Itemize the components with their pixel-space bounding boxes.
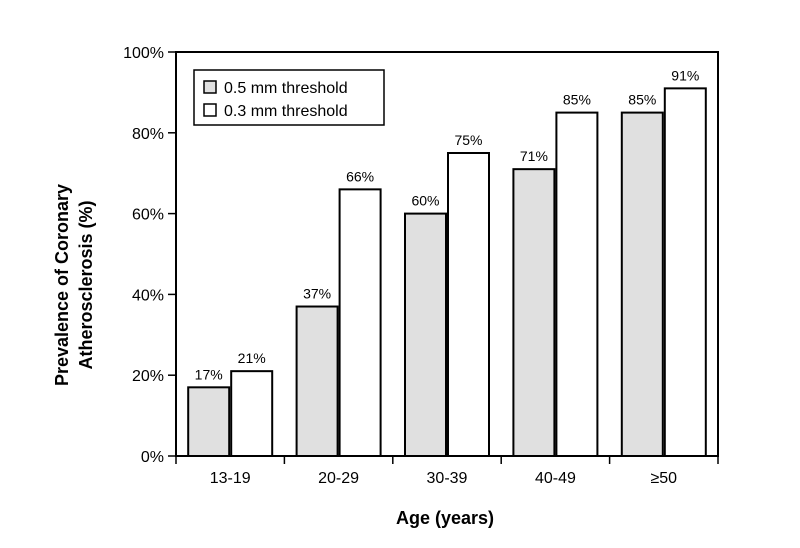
bar-value-label: 85% (563, 92, 591, 108)
bar-value-label: 75% (454, 132, 482, 148)
legend-label-0.3mm: 0.3 mm threshold (224, 103, 348, 120)
y-tick-label: 20% (132, 368, 164, 385)
bar-0.3mm (230, 370, 274, 457)
bar-0.3mm (447, 152, 490, 457)
legend-label-0.5mm: 0.5 mm threshold (224, 80, 348, 97)
x-tick-label: 20-29 (318, 470, 359, 487)
y-axis-title-line-1: Prevalence of Coronary (52, 184, 72, 386)
x-tick-label: 13-19 (210, 470, 251, 487)
bar-0.3mm (338, 188, 382, 458)
bar-0.5mm (187, 386, 231, 458)
y-axis-title-line-2: Atherosclerosis (%) (76, 200, 96, 369)
bar-value-label: 37% (303, 286, 331, 302)
y-tick-label: 60% (132, 207, 164, 224)
plot-frame (175, 51, 719, 457)
bar-value-label: 60% (411, 193, 439, 209)
bar-0.5mm (512, 168, 556, 457)
y-tick-label: 100% (123, 45, 164, 62)
bar-value-label: 17% (195, 366, 223, 382)
bar-0.3mm (663, 87, 707, 458)
y-tick-label: 80% (132, 126, 164, 143)
bar-value-label: 66% (346, 168, 374, 184)
bar-value-label: 91% (671, 67, 699, 83)
bar-value-label: 21% (238, 350, 266, 366)
legend-swatch-0.5mm (203, 80, 217, 94)
y-tick-label: 40% (132, 287, 164, 304)
x-axis-ticks: 13-19 20-29 30-39 40-49 ≥50 (175, 456, 719, 487)
x-tick-label: ≥50 (651, 470, 678, 487)
bar-0.5mm (620, 111, 664, 457)
bar-0.5mm (404, 212, 447, 457)
bar-data-labels: 17% 21% 37% 66% 60% 75% 71% 85% 85% 91% (195, 67, 700, 382)
legend-swatch-0.3mm (203, 103, 217, 117)
bar-0.5mm (295, 305, 339, 457)
bars (187, 87, 707, 458)
legend: 0.5 mm threshold 0.3 mm threshold (193, 69, 385, 126)
y-tick-label: 0% (141, 449, 164, 466)
bar-0.3mm (555, 111, 599, 457)
legend-frame (193, 69, 385, 126)
x-axis-title: Age (years) (396, 508, 494, 528)
x-tick-label: 40-49 (535, 470, 576, 487)
x-tick-label: 30-39 (427, 470, 468, 487)
bar-value-label: 71% (520, 148, 548, 164)
bar-value-label: 85% (628, 92, 656, 108)
y-axis-ticks: 0% 20% 40% 60% 80% 100% (123, 45, 176, 466)
